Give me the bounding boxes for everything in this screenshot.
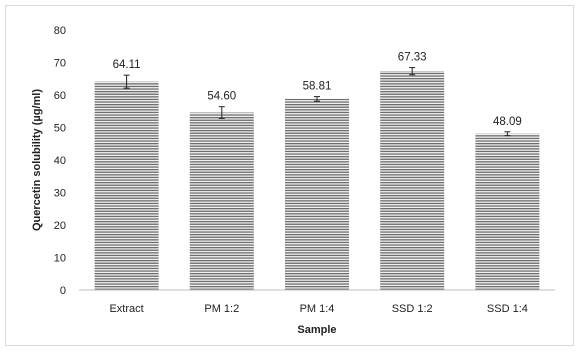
data-labels: 64.11 54.60 58.81 67.33 48.09	[113, 52, 522, 128]
y-tick-label: 60	[54, 90, 66, 102]
y-tick-label: 40	[54, 155, 66, 167]
error-bars	[123, 67, 511, 137]
x-tick-label: SSD 1:4	[487, 303, 528, 315]
x-axis-ticks: Extract PM 1:2 PM 1:4 SSD 1:2 SSD 1:4	[109, 303, 527, 315]
bar	[189, 112, 254, 290]
x-tick-label: PM 1:2	[204, 303, 239, 315]
y-axis-title: Quercetin solubility (µg/ml)	[31, 89, 43, 231]
error-bar	[123, 74, 130, 89]
error-bar	[314, 96, 320, 102]
data-label: 64.11	[113, 59, 141, 71]
x-tick-label: PM 1:4	[300, 303, 335, 315]
bar	[380, 71, 445, 291]
x-axis-title: Sample	[297, 324, 336, 336]
y-tick-label: 50	[54, 123, 66, 135]
error-bar	[409, 67, 416, 76]
y-axis-ticks: 0 10 20 30 40 50 60 70 80	[54, 25, 66, 297]
x-tick-label: Extract	[109, 303, 143, 315]
x-tick-label: SSD 1:2	[392, 303, 433, 315]
y-tick-label: 30	[54, 188, 66, 200]
y-tick-label: 10	[54, 253, 66, 265]
bars	[94, 71, 540, 291]
data-label: 48.09	[493, 116, 522, 128]
bar	[94, 81, 159, 290]
error-bar	[504, 131, 511, 137]
y-tick-label: 80	[54, 25, 66, 37]
y-tick-label: 20	[54, 220, 66, 232]
bar	[475, 133, 540, 290]
bar	[285, 98, 349, 291]
data-label: 58.81	[303, 81, 332, 93]
y-tick-label: 0	[60, 285, 66, 297]
y-tick-label: 70	[54, 58, 66, 70]
data-label: 54.60	[207, 91, 236, 103]
data-label: 67.33	[398, 52, 427, 64]
error-bar	[218, 106, 225, 119]
